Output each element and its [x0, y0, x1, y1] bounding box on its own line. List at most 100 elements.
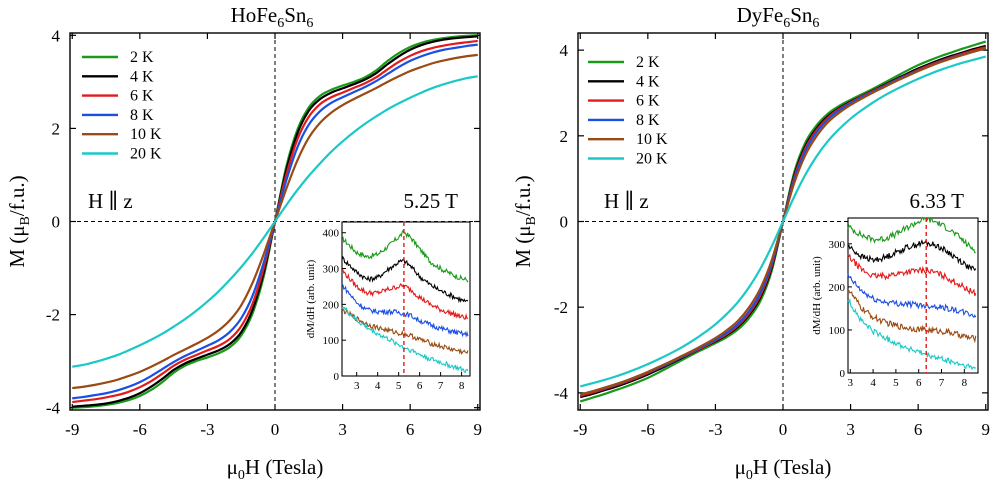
legend-label: 2 K	[636, 54, 660, 71]
x-tick-label: -6	[133, 420, 147, 439]
inset-frame	[341, 221, 471, 377]
inset-x-tick-label: 5	[893, 377, 899, 389]
inset-y-tick-label: 200	[323, 299, 340, 311]
y-tick-label: -4	[554, 384, 569, 403]
inset-y-tick-label: 0	[840, 368, 846, 380]
legend-label: 20 K	[130, 146, 162, 163]
inset-series-line	[341, 269, 469, 320]
inset-series-line	[847, 289, 977, 344]
inset-x-tick-label: 3	[848, 377, 854, 389]
inset-series-line	[341, 229, 469, 283]
inset-series-line	[847, 239, 977, 272]
critical-field-annotation: 5.25 T	[404, 189, 459, 213]
inset-x-tick-label: 7	[438, 380, 444, 392]
inset-series-line	[847, 216, 976, 254]
inset-y-tick-label: 300	[323, 264, 340, 276]
y-tick-label: 0	[560, 213, 569, 232]
series-line-20k	[72, 75, 478, 368]
legend-label: 8 K	[130, 107, 154, 124]
chart-title: HoFe6Sn6	[231, 3, 314, 31]
xlabel-part: μ	[735, 455, 746, 479]
legend-label: 20 K	[636, 151, 668, 168]
ylabel-subscript: B	[18, 216, 33, 225]
field-direction-annotation: H ∥ z	[604, 189, 649, 213]
title-subscript: 6	[783, 16, 790, 31]
series-line-20k	[579, 55, 987, 388]
ylabel-part: M (μ	[511, 225, 535, 267]
field-direction-annotation: H ∥ z	[88, 189, 133, 213]
x-tick-label: 0	[271, 420, 280, 439]
inset-plot: 3 4 5 6 7 8 0 100 200 300 dM/dH (arb. unit)	[811, 216, 979, 389]
ylabel-part: M (μ	[5, 225, 29, 267]
legend-label: 4 K	[636, 73, 660, 90]
inset-x-tick-label: 6	[916, 377, 922, 389]
inset-series-line	[847, 297, 977, 371]
title-subscript: 6	[306, 16, 313, 31]
inset-x-tick-label: 7	[939, 377, 945, 389]
legend-label: 10 K	[636, 131, 668, 148]
x-tick-label: -6	[641, 420, 655, 439]
inset-x-tick-label: 8	[459, 380, 465, 392]
inset-x-tick-label: 6	[417, 380, 423, 392]
legend-label: 8 K	[636, 112, 660, 129]
x-tick-label: -9	[65, 420, 79, 439]
ylabel-part: /f.u.)	[511, 175, 535, 216]
y-tick-label: -2	[46, 306, 60, 325]
inset-plot: 3 4 5 6 7 8 0 100 200 300 400 dM/dH (arb. unit)	[305, 221, 471, 392]
x-axis-label: μ0H (Tesla)	[227, 455, 324, 482]
inset-y-tick-label: 100	[323, 335, 340, 347]
inset-x-tick-label: 3	[354, 380, 360, 392]
inset-y-tick-label: 200	[829, 282, 846, 294]
xlabel-part: μ	[227, 455, 238, 479]
y-tick-label: 2	[52, 119, 61, 138]
inset-y-tick-label: 0	[334, 371, 340, 383]
x-tick-label: -9	[573, 420, 587, 439]
inset-y-tick-label: 300	[829, 239, 846, 251]
y-tick-label: -2	[554, 298, 568, 317]
x-tick-label: 9	[473, 420, 482, 439]
inset-y-tick-label: 100	[829, 325, 846, 337]
x-tick-label: 6	[406, 420, 415, 439]
legend-label: 6 K	[130, 88, 154, 105]
title-part: DyFe	[737, 3, 784, 27]
legend-label: 2 K	[130, 49, 154, 66]
x-tick-label: 9	[981, 420, 990, 439]
x-tick-label: 0	[779, 420, 788, 439]
y-tick-label: -4	[46, 399, 61, 418]
critical-field-annotation: 6.33 T	[910, 189, 965, 213]
title-part: HoFe	[231, 3, 278, 27]
inset-x-tick-label: 4	[870, 377, 876, 389]
inset-y-axis-label: dM/dH (arb. unit)	[811, 256, 823, 335]
xlabel-subscript: 0	[238, 468, 245, 482]
inset-series-line	[847, 253, 977, 297]
inset-series-line	[847, 273, 977, 319]
x-tick-label: 3	[338, 420, 347, 439]
inset-series-line	[341, 307, 469, 356]
y-axis-label: M (μB/f.u.)	[5, 175, 33, 267]
inset-y-tick-label: 400	[323, 228, 340, 240]
chart-title: DyFe6Sn6	[737, 3, 820, 31]
y-axis-label: M (μB/f.u.)	[511, 175, 539, 267]
inset-x-tick-label: 8	[962, 377, 968, 389]
x-tick-label: 6	[914, 420, 923, 439]
x-tick-label: 3	[846, 420, 855, 439]
inset-x-tick-label: 4	[375, 380, 381, 392]
x-tick-label: -3	[708, 420, 722, 439]
ylabel-subscript: B	[524, 216, 539, 225]
x-tick-label: -3	[200, 420, 214, 439]
title-subscript: 6	[277, 16, 284, 31]
inset-series-line	[341, 255, 469, 304]
y-tick-label: 2	[560, 127, 569, 146]
chart-panel-1: -9 -6 -3 0 3 6 9 -4 -2 0 2 4 HoFe6Sn6 μ0H (Tesla) M (μ…	[5, 3, 482, 482]
legend-label: 4 K	[130, 68, 154, 85]
y-tick-label: 4	[560, 41, 569, 60]
inset-y-axis-label: dM/dH (arb. unit)	[305, 259, 317, 338]
title-part: Sn	[790, 3, 813, 27]
inset-series-line	[341, 283, 469, 338]
y-tick-label: 0	[52, 213, 61, 232]
inset-series-line	[341, 306, 469, 373]
legend-label: 6 K	[636, 93, 660, 110]
inset-x-tick-label: 5	[396, 380, 402, 392]
